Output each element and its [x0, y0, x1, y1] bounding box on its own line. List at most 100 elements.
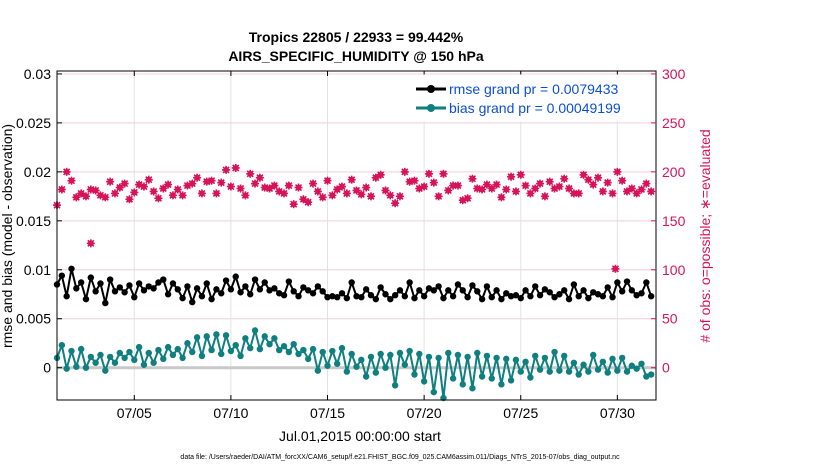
bias-point	[425, 353, 433, 361]
legend: rmse grand pr = 0.0079433 bias grand pr …	[409, 74, 654, 122]
possible-circle	[329, 192, 336, 199]
bias-point	[430, 388, 437, 396]
evaluated-point	[309, 179, 318, 188]
bias-point	[478, 373, 486, 380]
rmse-point	[464, 293, 471, 301]
bias-point	[198, 352, 206, 360]
bias-point	[329, 347, 336, 355]
bias-point	[184, 340, 191, 347]
bias-point	[160, 355, 167, 363]
rmse-point	[309, 290, 317, 297]
evaluated-point	[255, 173, 264, 182]
evaluated-point	[217, 178, 226, 187]
left-y-tick-label: 0.025	[16, 115, 51, 131]
rmse-point	[348, 279, 355, 286]
bias-point	[396, 349, 404, 357]
bias-point	[401, 361, 409, 368]
right-y-tick-label: 200	[662, 164, 686, 180]
possible-circle	[247, 170, 254, 177]
evaluated-point	[57, 185, 66, 194]
bias-point	[590, 351, 597, 359]
evaluated-point	[468, 174, 477, 183]
possible-circle	[604, 179, 611, 186]
rmse-point	[570, 281, 578, 288]
bias-point	[276, 346, 283, 354]
rmse-point	[237, 289, 244, 296]
evaluated-point	[482, 180, 491, 189]
possible-circle	[440, 170, 447, 177]
evaluated-point	[236, 184, 245, 193]
bias-point	[628, 362, 636, 369]
evaluated-point	[168, 191, 177, 200]
possible-circle	[363, 184, 370, 191]
possible-circle	[295, 184, 302, 191]
possible-circle	[170, 192, 176, 199]
possible-circle	[368, 193, 374, 200]
rmse-point	[503, 290, 510, 297]
evaluated-point	[381, 186, 390, 195]
bias-point	[251, 327, 259, 334]
bias-point	[575, 371, 582, 378]
possible-circle	[590, 181, 597, 188]
right-y-axis-label: # of obs: o=possible; ∗=evaluated	[697, 129, 713, 342]
rmse-point	[102, 299, 109, 307]
bias-point	[638, 360, 645, 367]
legend-bias-marker	[427, 104, 435, 112]
evaluated-point	[453, 181, 462, 190]
x-tick-label: 07/20	[407, 405, 442, 421]
possible-circle	[421, 183, 428, 190]
bias-point	[155, 346, 162, 354]
bias-point	[77, 345, 85, 353]
possible-circle	[126, 196, 133, 203]
evaluated-point	[642, 179, 651, 188]
rmse-point	[227, 286, 235, 293]
rmse-series	[53, 265, 655, 307]
left-y-tick-label: 0.03	[24, 66, 51, 82]
rmse-point	[155, 279, 162, 286]
rmse-point	[77, 279, 85, 286]
possible-circle	[493, 181, 500, 188]
rmse-point	[609, 293, 616, 301]
rmse-point	[430, 287, 437, 294]
left-y-axis-ticks: 0 0.005 0.01 0.015 0.02 0.025 0.03	[16, 66, 62, 376]
bias-point	[464, 353, 471, 361]
rmse-point	[522, 287, 529, 294]
evaluated-point	[511, 187, 520, 196]
possible-circle	[580, 171, 587, 178]
bias-point	[58, 341, 66, 349]
right-y-axis-ticks: 0 50 100 150 200 250 300	[651, 66, 686, 376]
evaluated-point	[178, 191, 187, 200]
rmse-point	[271, 285, 278, 292]
evaluated-point	[347, 175, 356, 184]
rmse-point	[561, 287, 568, 294]
possible-circle	[83, 193, 89, 200]
evaluated-point	[623, 187, 632, 196]
possible-circle	[348, 176, 355, 183]
possible-circle	[112, 190, 118, 197]
evaluated-point	[531, 184, 540, 193]
rmse-point	[483, 283, 491, 290]
bias-point	[68, 347, 75, 355]
evaluated-point	[603, 178, 612, 187]
bias-point	[459, 381, 466, 388]
rmse-point	[425, 285, 433, 292]
possible-circle	[92, 187, 99, 194]
bias-point	[517, 368, 524, 375]
possible-circle	[165, 181, 172, 188]
possible-circle	[430, 179, 437, 186]
bias-point	[483, 352, 491, 360]
evaluated-point	[618, 176, 627, 185]
bias-point	[164, 343, 172, 351]
bias-point	[290, 340, 297, 348]
rmse-point	[546, 289, 553, 296]
rmse-point	[594, 291, 602, 298]
possible-circle	[199, 190, 205, 197]
rmse-point	[116, 284, 123, 291]
bias-point	[150, 359, 157, 366]
possible-circle	[445, 187, 452, 194]
possible-circle	[102, 194, 109, 201]
bias-point	[556, 367, 563, 374]
rmse-point	[618, 288, 626, 295]
obs-count-series	[53, 163, 656, 273]
rmse-point	[126, 282, 133, 289]
